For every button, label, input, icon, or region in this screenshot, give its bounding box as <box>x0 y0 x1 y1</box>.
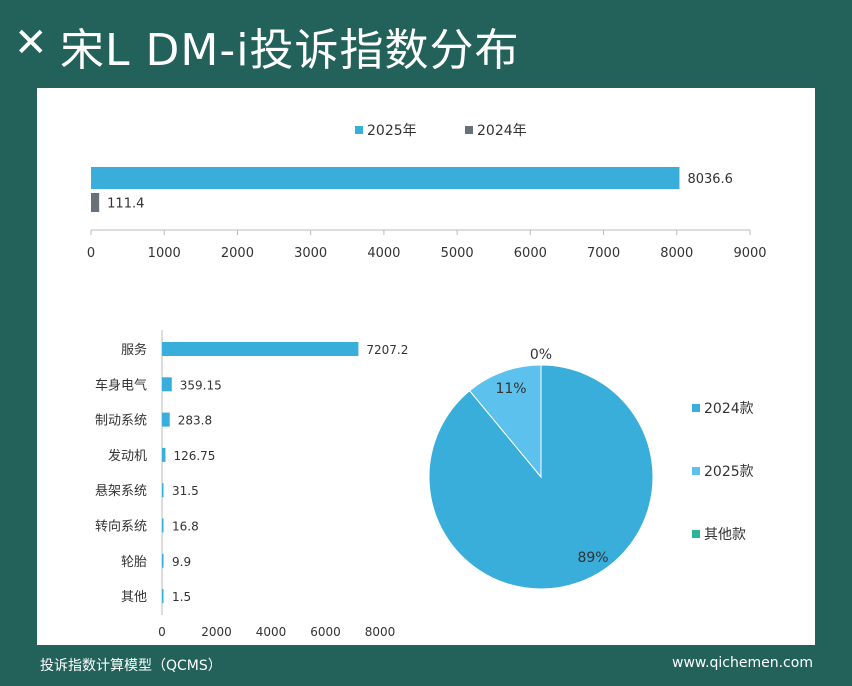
tick-label: 7000 <box>587 246 620 261</box>
data-label: 31.5 <box>172 484 199 498</box>
pie-label: 0% <box>530 347 552 363</box>
data-label: 8036.6 <box>687 172 733 187</box>
watermark-logo: ✕ <box>14 20 48 66</box>
tick-label: 9000 <box>733 246 766 261</box>
data-label: 7207.2 <box>366 343 408 357</box>
legend-label: 2024年 <box>477 123 527 139</box>
tick-label: 5000 <box>441 246 474 261</box>
legend-swatch <box>355 126 363 134</box>
tick-label: 6000 <box>310 625 341 639</box>
charts: 2025年 8036.6 2024年 111.4 0 1000 2000 3000 4000 50… <box>87 123 767 639</box>
legend-label: 2025年 <box>367 123 417 139</box>
bar <box>162 447 166 462</box>
category-label: 车身电气 <box>95 377 147 393</box>
data-label: 359.15 <box>180 378 222 392</box>
bar <box>162 518 164 533</box>
category-label: 发动机 <box>108 448 147 464</box>
legend-swatch <box>465 126 473 134</box>
data-label: 16.8 <box>172 520 199 534</box>
category-label: 其他 <box>121 590 147 605</box>
legend-swatch <box>692 467 700 475</box>
category-label: 转向系统 <box>95 519 147 535</box>
page-title: 宋L DM-i投诉指数分布 <box>60 25 520 76</box>
category-label: 轮胎 <box>121 555 147 570</box>
pie-label: 89% <box>577 550 608 566</box>
bar <box>162 483 164 498</box>
data-label: 126.75 <box>173 449 215 463</box>
tick-label: 3000 <box>294 246 327 261</box>
tick-label: 2000 <box>221 246 254 261</box>
tick-label: 8000 <box>660 246 693 261</box>
category-label: 悬架系统 <box>95 484 147 499</box>
legend-swatch <box>692 530 700 538</box>
tick-label: 0 <box>158 625 166 639</box>
pie-label: 11% <box>495 381 526 397</box>
legend-swatch <box>692 404 700 412</box>
bar <box>162 412 170 427</box>
data-label: 9.9 <box>172 555 191 569</box>
tick-label: 4000 <box>256 625 287 639</box>
legend-label: 其他款 <box>704 527 746 543</box>
bar <box>162 589 164 604</box>
category-label: 服务 <box>121 342 147 358</box>
bar <box>162 553 164 568</box>
footer-note: 投诉指数计算模型（QCMS） <box>40 658 222 674</box>
site-url: www.qichemen.com <box>672 655 813 671</box>
bar <box>91 193 100 212</box>
tick-label: 4000 <box>367 246 400 261</box>
bar <box>162 377 172 392</box>
tick-label: 6000 <box>514 246 547 261</box>
legend-label: 2024款 <box>704 401 754 417</box>
pie-slice <box>468 364 542 479</box>
category-label: 制动系统 <box>95 414 147 429</box>
bar <box>91 167 680 189</box>
tick-label: 1000 <box>148 246 181 261</box>
tick-label: 2000 <box>201 625 232 639</box>
data-label: 111.4 <box>107 197 144 212</box>
tick-label: 8000 <box>365 625 396 639</box>
legend-label: 2025款 <box>704 464 754 480</box>
data-label: 283.8 <box>178 414 212 428</box>
tick-label: 0 <box>87 246 95 261</box>
data-label: 1.5 <box>172 590 191 604</box>
chart-panel: 2025年 8036.6 2024年 111.4 0 1000 2000 3000 4000 50… <box>37 88 815 645</box>
bar <box>162 342 359 356</box>
